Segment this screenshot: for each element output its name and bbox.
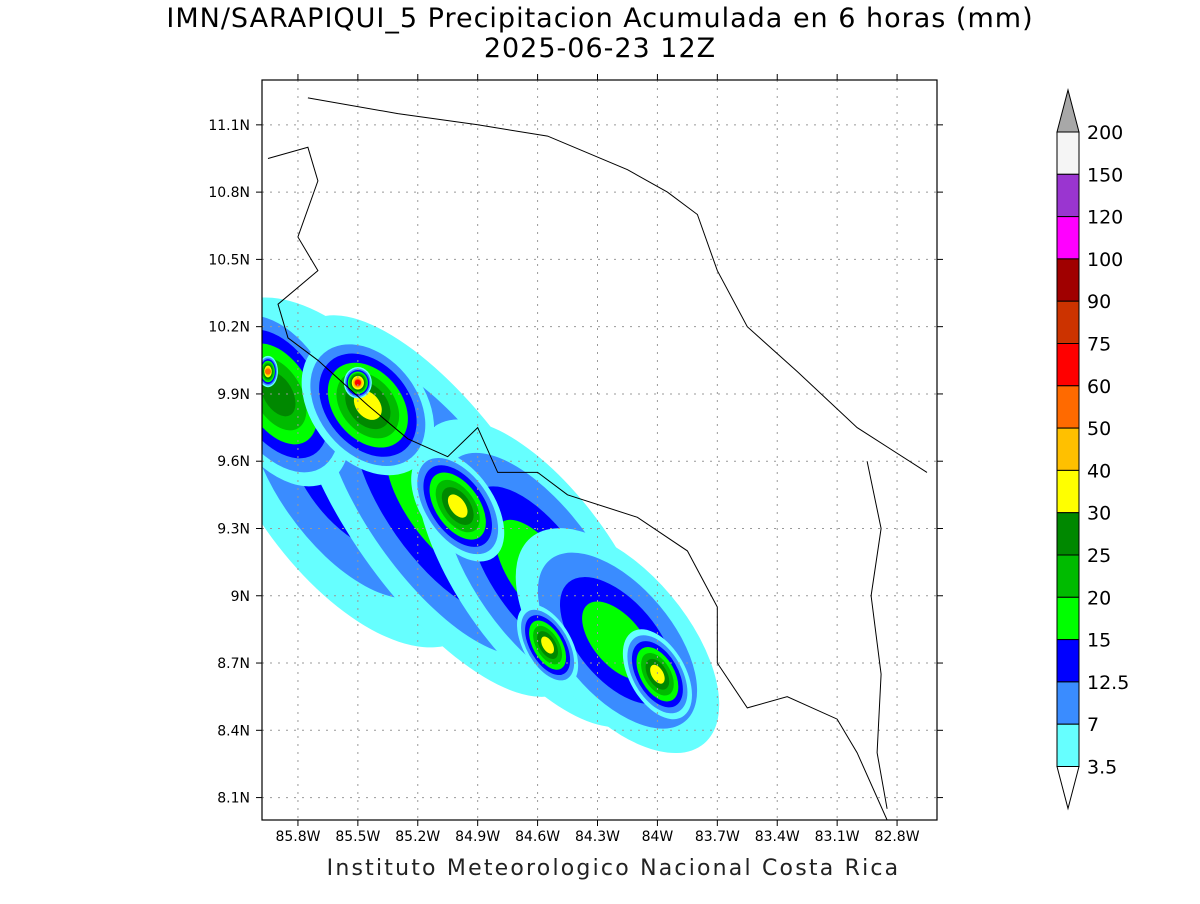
footer-credit: Instituto Meteorologico Nacional Costa R… <box>326 856 901 881</box>
map-subtitle: 2025-06-23 12Z <box>483 33 717 64</box>
colorbar-label: 90 <box>1087 291 1111 313</box>
colorbar-swatch <box>1056 681 1080 725</box>
precip-contour <box>541 636 555 654</box>
colorbar-label: 12.5 <box>1087 672 1129 694</box>
precip-contour <box>264 368 271 375</box>
y-tick-label: 9N <box>231 589 250 605</box>
coastlines <box>267 97 928 820</box>
x-tick-label: 82.8W <box>875 829 920 845</box>
colorbar-swatch <box>1056 258 1080 302</box>
colorbar-swatch <box>1056 427 1080 471</box>
colorbar-swatch <box>1056 343 1080 387</box>
colorbar-label: 50 <box>1087 418 1111 440</box>
y-tick-label: 8.7N <box>217 656 250 672</box>
y-tick-label: 9.9N <box>217 387 250 403</box>
precip-contour <box>354 379 361 386</box>
colorbar-label: 3.5 <box>1087 757 1117 779</box>
graticule <box>262 80 937 820</box>
colorbar-swatch <box>1056 216 1080 260</box>
colorbar-swatch <box>1056 723 1080 768</box>
x-tick-label: 85.8W <box>275 829 320 845</box>
colorbar: 200 150 120 100 90 75 60 50 40 30 25 20 15 12.5 7 3.5 <box>1056 88 1129 811</box>
colorbar-swatch <box>1056 385 1080 429</box>
colorbar-label: 75 <box>1087 334 1111 356</box>
x-tick-label: 84.9W <box>455 829 500 845</box>
plot-area <box>262 80 937 820</box>
precipitation-field <box>262 297 720 754</box>
colorbar-swatch <box>1056 512 1080 556</box>
colorbar-swatch <box>1056 596 1080 641</box>
x-tick-label: 83.7W <box>695 829 740 845</box>
x-tick-label: 84.6W <box>515 829 560 845</box>
map-title: IMN/SARAPIQUI_5 Precipitacion Acumulada … <box>166 3 1034 34</box>
colorbar-swatch <box>1056 300 1080 345</box>
y-tick-label: 8.4N <box>217 723 250 739</box>
plot-frame <box>261 79 938 821</box>
colorbar-label: 7 <box>1087 714 1099 736</box>
colorbar-label: 20 <box>1087 587 1111 609</box>
colorbar-label: 100 <box>1087 249 1123 271</box>
colorbar-swatch <box>1056 131 1080 175</box>
y-tick-label: 10.8N <box>208 185 250 201</box>
x-tick-label: 85.2W <box>395 829 440 845</box>
colorbar-swatch <box>1056 554 1080 598</box>
y-tick-label: 9.6N <box>217 454 250 470</box>
colorbar-swatch <box>1056 173 1080 218</box>
precip-contour <box>447 494 468 518</box>
colorbar-label: 40 <box>1087 460 1111 482</box>
x-tick-label: 83.4W <box>755 829 800 845</box>
pacific-coastline <box>267 146 888 820</box>
x-tick-label: 84.3W <box>575 829 620 845</box>
y-tick-label: 9.3N <box>217 521 250 537</box>
colorbar-label: 200 <box>1087 122 1123 144</box>
y-tick-label: 10.2N <box>208 320 250 336</box>
colorbar-top-arrow <box>1056 88 1080 133</box>
y-tick-label: 11.1N <box>208 118 250 134</box>
colorbar-label: 150 <box>1087 164 1123 186</box>
x-tick-label: 84W <box>642 829 674 845</box>
x-tick-label: 83.1W <box>815 829 860 845</box>
panama-border <box>866 461 888 809</box>
colorbar-swatch <box>1056 639 1080 683</box>
colorbar-label: 120 <box>1087 207 1123 229</box>
colorbar-label: 30 <box>1087 503 1111 525</box>
y-tick-label: 8.1N <box>217 791 250 807</box>
colorbar-label: 15 <box>1087 630 1111 652</box>
y-tick-label: 10.5N <box>208 252 250 268</box>
colorbar-swatch <box>1056 469 1080 514</box>
colorbar-label: 60 <box>1087 376 1111 398</box>
colorbar-label: 25 <box>1087 545 1111 567</box>
precip-contour <box>650 664 665 684</box>
colorbar-bottom-arrow <box>1056 766 1080 811</box>
x-tick-label: 85.5W <box>335 829 380 845</box>
caribbean-coastline <box>307 97 928 473</box>
